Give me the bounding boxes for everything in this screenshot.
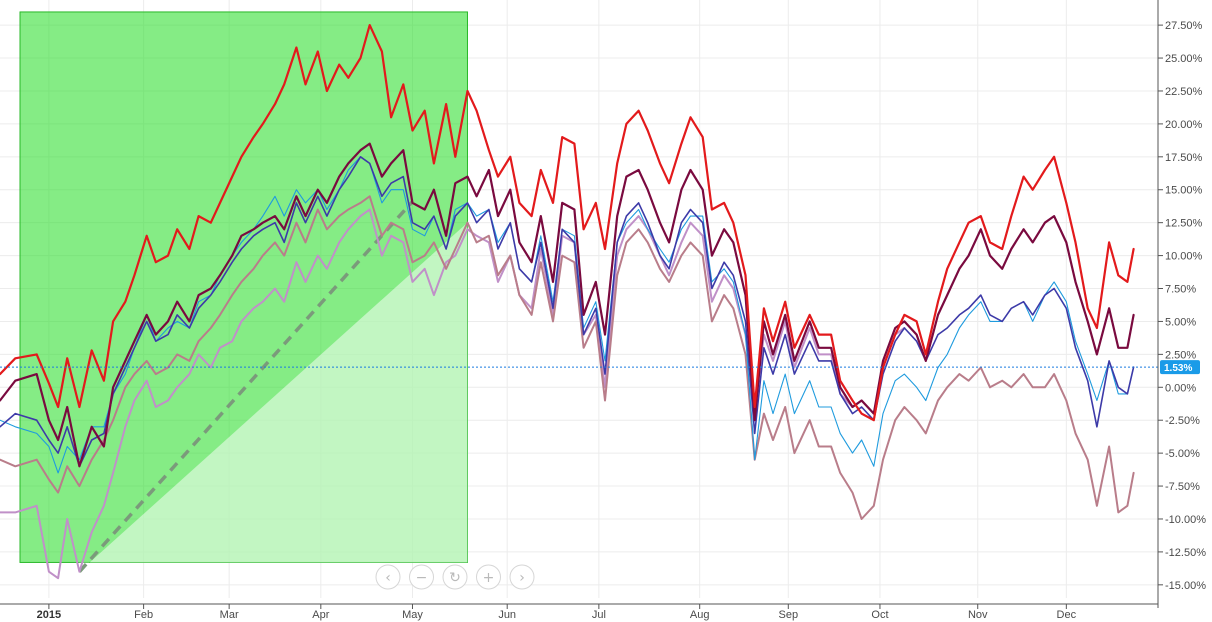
nav-button-circle [442,564,468,590]
nav-button-circle [476,564,501,590]
navigator-controls: ‹ − ↻ + › [375,564,535,590]
x-tick-label: 2015 [37,609,61,621]
series-layer [0,24,1135,580]
x-tick-label: Sep [779,609,799,621]
nav-button-glyph: ‹ [385,570,391,586]
y-tick-label: -2.50% [1165,415,1200,427]
x-tick-label: Oct [871,609,888,621]
y-tick-label: 20.00% [1165,119,1203,131]
y-tick-label: 27.50% [1165,20,1203,32]
y-tick-label: -12.50% [1165,547,1206,559]
nav-button-glyph: − [416,570,428,586]
x-tick-label: Jul [592,609,606,621]
series-line-0 [0,24,1135,422]
x-tick-label: May [402,609,423,621]
last-value-badge [1160,360,1200,375]
scroll-left-button[interactable]: ‹ [375,564,401,590]
nav-button-glyph: + [483,570,495,586]
nav-button-glyph: ↻ [449,570,461,586]
y-tick-label: -5.00% [1165,448,1200,460]
x-tick-label: Feb [134,609,153,621]
nav-button-glyph: › [519,570,525,586]
y-tick-label: 12.50% [1165,218,1203,230]
y-tick-label: 0.00% [1165,382,1196,394]
series-line-2 [0,156,1135,468]
trend-shade [79,222,468,572]
x-axis: 2015 Feb Mar Apr May Jun Jul Aug Sep Oct Nov Dec [0,603,1158,621]
series-line-4 [0,195,1135,520]
x-tick-label: Nov [968,609,988,621]
y-tick-label: -7.50% [1165,481,1200,493]
zoom-in-button[interactable]: + [476,564,501,590]
y-axis: 27.50% 25.00% 22.50% 20.00% 17.50% 15.00% 12.5… [1157,0,1206,608]
y-tick-label: 7.50% [1165,284,1196,296]
x-tick-label: Jun [498,609,516,621]
reset-button[interactable]: ↻ [442,564,468,590]
y-tick-label: 22.50% [1165,86,1203,98]
last-value-label: 1.53% [1160,360,1200,375]
nav-button-circle [409,564,434,590]
y-tick-label: 10.00% [1165,251,1203,263]
y-tick-label: 17.50% [1165,152,1203,164]
zoom-out-button[interactable]: − [409,564,434,590]
scroll-right-button[interactable]: › [509,564,535,590]
y-tick-label: 15.00% [1165,185,1203,197]
y-tick-label: -15.00% [1165,580,1206,592]
y-tick-label: 2.50% [1165,349,1196,361]
nav-button-circle [509,564,535,590]
last-value-text: 1.53% [1164,363,1192,374]
trend-line [78,200,414,573]
y-tick-label: -10.00% [1165,514,1206,526]
x-tick-label: Mar [220,609,239,621]
highlight-layer [19,11,468,573]
series-line-1 [0,142,1135,468]
y-tick-label: 25.00% [1165,53,1203,65]
nav-button-circle [375,564,401,590]
x-tick-label: Aug [690,609,710,621]
y-tick-label: 5.00% [1165,316,1196,328]
x-tick-label: Dec [1057,609,1077,621]
x-tick-label: Apr [312,609,329,621]
